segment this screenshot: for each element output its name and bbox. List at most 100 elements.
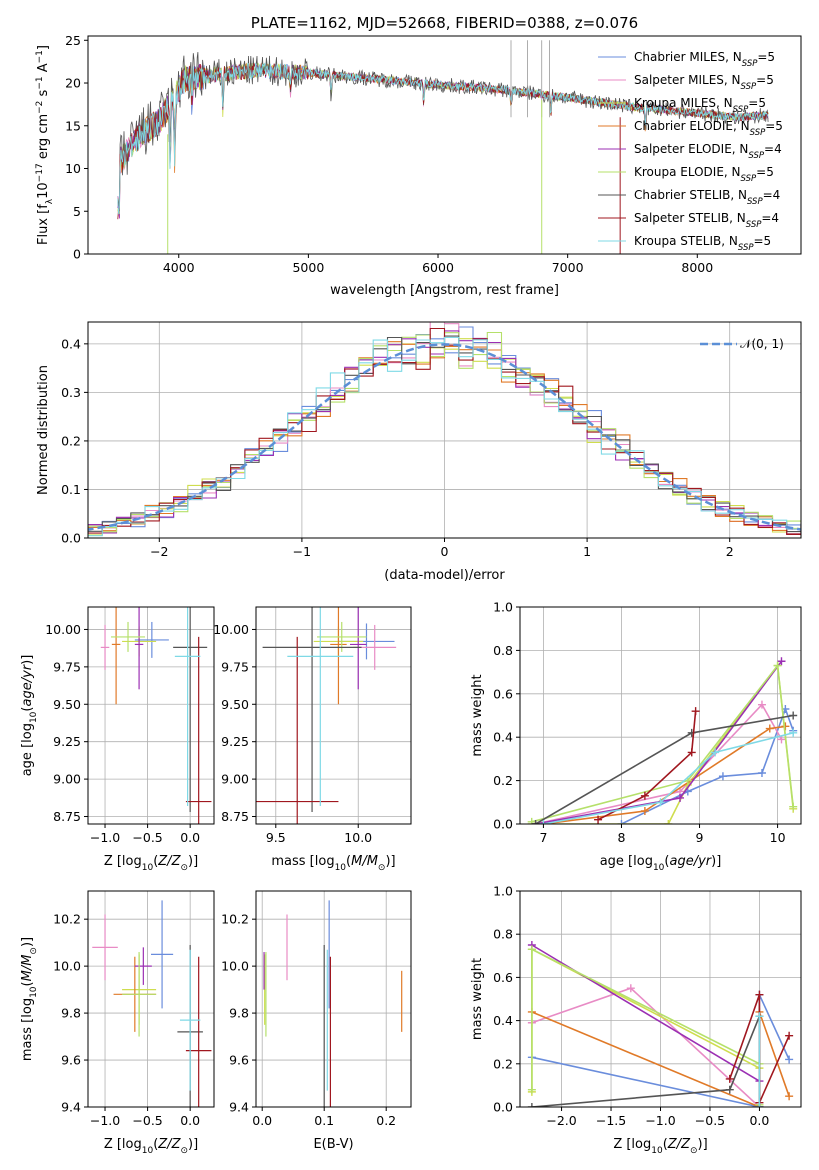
weight-marker <box>757 769 766 778</box>
weight-series <box>531 947 761 1107</box>
x-tick-label: 0.2 <box>376 1113 396 1128</box>
weight-marker <box>527 945 536 954</box>
x-tick-label: 7000 <box>552 260 584 275</box>
x-tick-label: 2 <box>726 544 734 559</box>
y-axis-label: Flux [fλ10−17 erg cm−2 s−1 A−1] <box>35 45 55 245</box>
weight-series <box>543 732 794 824</box>
weight-marker <box>664 820 673 824</box>
weight-marker <box>777 657 786 666</box>
x-axis-label: Z [log10(Z/Z⊙)] <box>104 1137 198 1156</box>
y-tick-label: 8.75 <box>221 809 249 824</box>
y-axis-label: mass [log10(M/M⊙)] <box>20 937 39 1061</box>
legend-entry: Salpeter MILES, NSSP=5 <box>634 73 774 92</box>
x-tick-label: −1.5 <box>596 1113 626 1128</box>
legend: Chabrier MILES, NSSP=5 Salpeter MILES, NS… <box>598 50 783 253</box>
y-axis-label: Normed distribution <box>36 365 51 495</box>
legend-entry: Chabrier STELIB, NSSP=4 <box>634 188 780 207</box>
y-tick-label: 10.00 <box>45 622 81 637</box>
axes-frame <box>519 606 802 825</box>
y-tick-label: 9.4 <box>61 1100 81 1115</box>
y-tick-label: 0.0 <box>493 1100 513 1115</box>
axes-frame <box>87 606 215 825</box>
x-tick-label: −2.0 <box>546 1113 576 1128</box>
chart-title: PLATE=1162, MJD=52668, FIBERID=0388, z=0… <box>251 14 638 32</box>
weight-marker <box>691 707 700 716</box>
y-tick-label: 1.0 <box>493 884 513 899</box>
y-tick-label: 9.00 <box>221 772 249 787</box>
weight-marker <box>789 711 798 720</box>
x-tick-label: 9 <box>696 830 704 845</box>
plot-area <box>527 941 794 1107</box>
plot-area <box>92 900 212 1107</box>
x-axis-label: age [log10(age/yr)] <box>600 854 722 873</box>
weight-marker <box>789 802 798 811</box>
y-tick-label: 0.3 <box>61 385 81 400</box>
axes-age-vs-Z: −1.0 −0.5 0.0 8.75 9.00 9.25 9.50 9.75 10.00 Z [l… <box>20 606 215 873</box>
weight-marker <box>765 724 774 733</box>
plot-area <box>263 900 403 1107</box>
axes-mass-weight-vs-age: 7 8 9 10 0.0 0.2 0.4 0.6 0.8 1.0 age [log10(age/yr… <box>470 600 802 873</box>
weight-marker <box>617 820 626 824</box>
weight-series <box>535 660 783 824</box>
weight-series <box>535 703 783 824</box>
axes-frame <box>255 890 412 1108</box>
legend-entry: Kroupa STELIB, NSSP=5 <box>634 234 771 253</box>
x-tick-label: −2 <box>150 544 168 559</box>
axes-mass-weight-vs-Z: −2.0 −1.5 −1.0 −0.5 0.0 0.0 0.2 0.4 0.6 0.8 1.0 Z [… <box>470 884 802 1156</box>
y-tick-label: 10.2 <box>221 912 249 927</box>
plot-area <box>256 607 397 824</box>
legend-entry: 𝒩(0, 1) <box>740 337 784 351</box>
y-tick-label: 0.4 <box>493 1013 513 1028</box>
y-tick-label: 9.50 <box>53 697 81 712</box>
axes-frame <box>87 35 802 255</box>
x-tick-label: −1.0 <box>90 830 120 845</box>
x-tick-label: 0.1 <box>314 1113 334 1128</box>
x-tick-label: 8 <box>617 830 625 845</box>
weight-marker <box>640 791 649 800</box>
weight-marker <box>531 820 540 824</box>
weight-marker <box>755 990 764 999</box>
weight-marker <box>789 728 798 737</box>
y-tick-label: 9.00 <box>53 772 81 787</box>
x-tick-label: 1 <box>583 544 591 559</box>
y-tick-label: 0.6 <box>493 686 513 701</box>
axes-residuals: −2 −1 0 1 2 0.0 0.1 0.2 0.3 0.4 (data-model)/error… <box>36 321 802 583</box>
x-tick-label: 9.5 <box>266 830 286 845</box>
y-tick-label: 0.6 <box>493 970 513 985</box>
y-tick-label: 1.0 <box>493 600 513 615</box>
x-tick-label: 8000 <box>681 260 713 275</box>
x-tick-label: 5000 <box>292 260 324 275</box>
axes-frame <box>255 606 412 825</box>
weight-marker <box>725 1074 734 1083</box>
x-tick-label: −0.5 <box>132 1113 162 1128</box>
x-axis-label: wavelength [Angstrom, rest frame] <box>330 283 559 298</box>
x-axis-label: Z [log10(Z/Z⊙)] <box>613 1137 707 1156</box>
gaussian-curve <box>88 343 801 531</box>
weight-series <box>531 663 794 823</box>
y-tick-label: 9.75 <box>221 659 249 674</box>
y-tick-label: 10.2 <box>53 912 81 927</box>
x-tick-label: −1.0 <box>645 1113 675 1128</box>
y-axis-label: mass weight <box>470 958 485 1040</box>
weight-marker <box>656 798 665 807</box>
x-tick-label: −1.0 <box>90 1113 120 1128</box>
y-tick-label: 9.6 <box>229 1053 249 1068</box>
y-tick-label: 9.25 <box>221 734 249 749</box>
weight-marker <box>785 1055 794 1064</box>
y-tick-label: 9.6 <box>61 1053 81 1068</box>
weight-marker <box>755 1103 764 1107</box>
weight-marker <box>687 728 696 737</box>
x-tick-label: 4000 <box>163 260 195 275</box>
axes-mass-vs-EBV: 0.0 0.1 0.2 9.4 9.6 9.8 10.0 10.2 E(B-V) <box>221 890 412 1152</box>
y-tick-label: 10.00 <box>213 622 249 637</box>
weight-marker <box>640 806 649 815</box>
y-tick-label: 0.2 <box>493 1056 513 1071</box>
weight-marker <box>527 817 536 824</box>
legend-entry: Kroupa ELODIE, NSSP=5 <box>634 165 774 184</box>
y-tick-label: 5 <box>73 204 81 219</box>
y-tick-label: 9.50 <box>221 697 249 712</box>
legend-entry: Kroupa MILES, NSSP=5 <box>634 96 766 115</box>
y-tick-label: 0.0 <box>493 817 513 832</box>
plot-area <box>117 40 769 254</box>
x-tick-label: 0 <box>441 544 449 559</box>
